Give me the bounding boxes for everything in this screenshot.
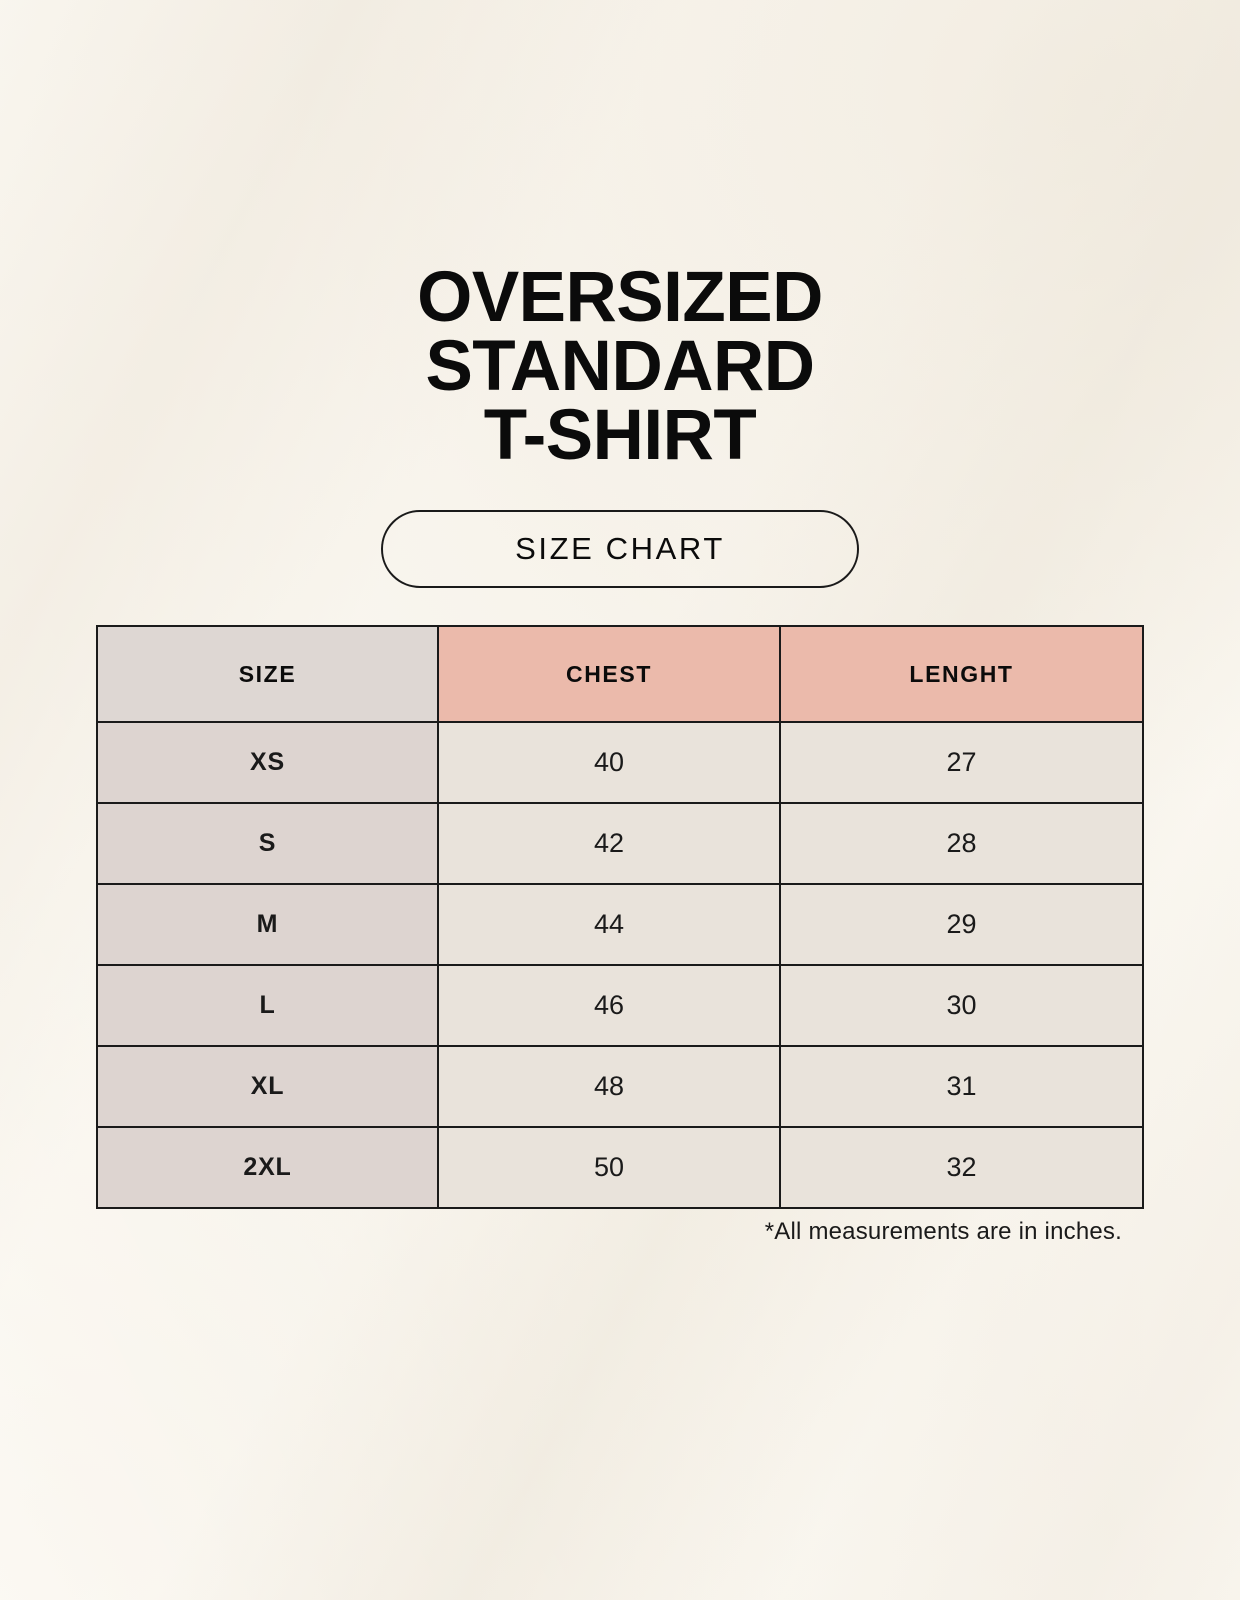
table-header-row: SIZE CHEST LENGHT (96, 625, 1144, 723)
size-table-head: SIZE CHEST LENGHT (96, 625, 1144, 723)
cell-chest: 46 (437, 964, 781, 1047)
table-row: XL 48 31 (96, 1045, 1144, 1128)
table-row: S 42 28 (96, 802, 1144, 885)
table-row: 2XL 50 32 (96, 1126, 1144, 1209)
table-row: M 44 29 (96, 883, 1144, 966)
table-row: XS 40 27 (96, 721, 1144, 804)
cell-length: 28 (779, 802, 1144, 885)
cell-size: XS (96, 721, 439, 804)
size-table-wrap: SIZE CHEST LENGHT XS 40 27 S 42 28 M (96, 625, 1144, 1209)
cell-chest: 40 (437, 721, 781, 804)
column-header-chest: CHEST (437, 625, 781, 723)
cell-size: 2XL (96, 1126, 439, 1209)
cell-length: 27 (779, 721, 1144, 804)
cell-chest: 48 (437, 1045, 781, 1128)
cell-size: M (96, 883, 439, 966)
cell-length: 31 (779, 1045, 1144, 1128)
title-line-2: STANDARD (425, 327, 815, 406)
column-header-length: LENGHT (779, 625, 1144, 723)
cell-size: L (96, 964, 439, 1047)
cell-length: 29 (779, 883, 1144, 966)
cell-chest: 44 (437, 883, 781, 966)
cell-size: S (96, 802, 439, 885)
size-table: SIZE CHEST LENGHT XS 40 27 S 42 28 M (96, 625, 1144, 1209)
measurement-note: *All measurements are in inches. (764, 1218, 1122, 1245)
size-table-body: XS 40 27 S 42 28 M 44 29 L 46 30 (96, 721, 1144, 1209)
title-line-1: OVERSIZED (417, 258, 823, 337)
cell-length: 30 (779, 964, 1144, 1047)
size-chart-badge: SIZE CHART (381, 510, 859, 588)
size-chart-badge-wrap: SIZE CHART (0, 510, 1240, 588)
page-title: OVERSIZED STANDARD T-SHIRT (0, 258, 1240, 475)
cell-chest: 50 (437, 1126, 781, 1209)
cell-size: XL (96, 1045, 439, 1128)
title-line-3: T-SHIRT (483, 396, 757, 475)
cell-chest: 42 (437, 802, 781, 885)
table-row: L 46 30 (96, 964, 1144, 1047)
column-header-size: SIZE (96, 625, 439, 723)
cell-length: 32 (779, 1126, 1144, 1209)
